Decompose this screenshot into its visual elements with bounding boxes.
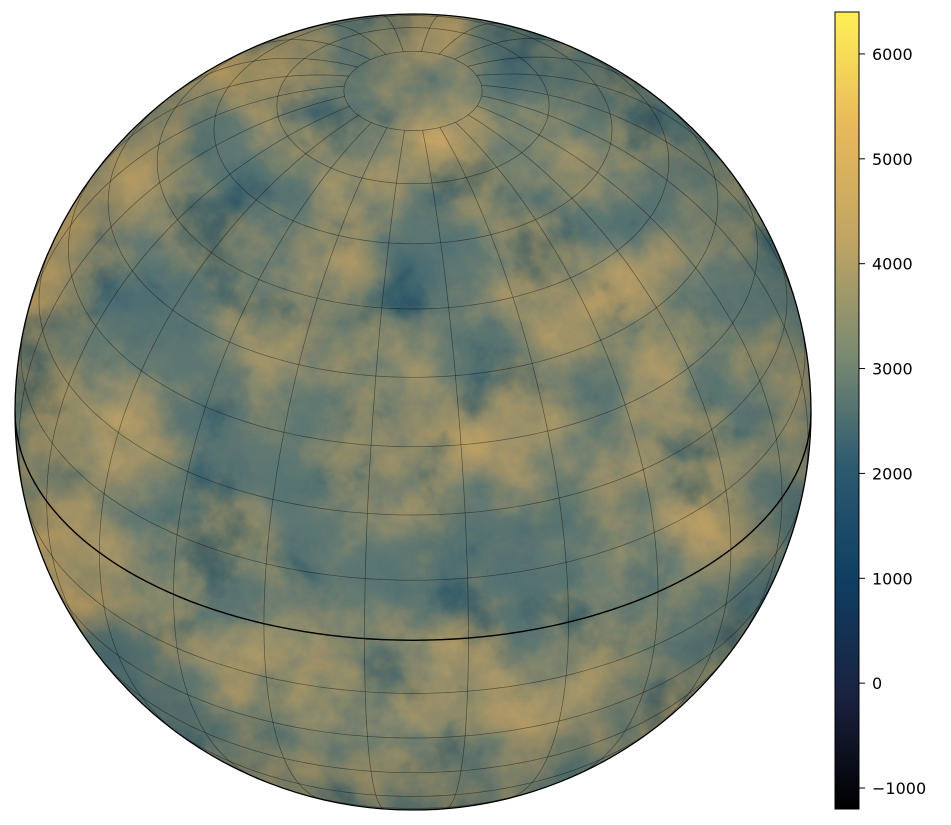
graticule-parallel	[107, 104, 719, 378]
graticule-meridian	[421, 14, 441, 52]
colorbar-tick-label: 2000	[872, 464, 913, 483]
graticule-meridian	[454, 38, 568, 60]
graticule-parallel	[53, 582, 773, 739]
colorbar-tick-label: 1000	[872, 569, 913, 588]
graticule-meridian	[381, 14, 404, 52]
colorbar-ticks: −1000 0 1000 2000 3000 4000 5000 6000	[859, 45, 926, 798]
graticule-parallel	[166, 724, 660, 797]
colorbar-tick-label: 6000	[872, 45, 913, 64]
graticule-meridian	[255, 39, 371, 61]
graticule-parallel	[97, 655, 729, 774]
graticule-meridian	[476, 73, 731, 172]
graticule-meridian	[99, 115, 359, 730]
graticule-parallel	[20, 331, 806, 581]
graticule-parallel	[67, 174, 759, 448]
graticule-parallel	[343, 50, 483, 131]
graticule-meridian	[364, 130, 405, 810]
colorbar-bar	[834, 11, 860, 810]
graticule-meridian	[468, 114, 732, 728]
graticule-meridian	[176, 57, 358, 93]
colorbar-tick-label: 5000	[872, 150, 913, 169]
graticule-meridian	[467, 56, 647, 90]
graticule-meridian	[439, 127, 569, 799]
globe-outline	[14, 13, 812, 811]
sphere	[15, 14, 811, 810]
equator-line	[15, 411, 811, 642]
graticule-meridian	[455, 121, 659, 776]
graticule-meridian	[481, 95, 809, 485]
graticule-meridian	[422, 130, 469, 809]
graticule-parallel	[38, 248, 788, 516]
colorbar: −1000 0 1000 2000 3000 4000 5000 6000	[834, 11, 926, 810]
colorbar-tick-label: 4000	[872, 255, 913, 274]
graticule-meridian	[481, 85, 799, 314]
graticule-parallel	[24, 499, 802, 694]
graticule-meridian	[438, 23, 501, 55]
graticule-parallel	[156, 40, 670, 310]
colorbar-tick-label: 3000	[872, 360, 913, 379]
graticule-meridian	[263, 127, 388, 800]
graticule-meridian	[46, 106, 350, 644]
graticule-parallel	[213, 15, 613, 245]
graticule-meridian	[18, 96, 345, 500]
graticule-meridian	[476, 105, 783, 641]
colorbar-tick-label: −1000	[872, 779, 926, 798]
colorbar-tick-label: 0	[872, 674, 882, 693]
graticule-meridian	[321, 23, 387, 55]
graticule-meridian	[173, 122, 372, 777]
graticule-meridian	[93, 74, 349, 176]
graticule-parallel	[276, 27, 550, 185]
graticule-meridian	[23, 85, 345, 329]
